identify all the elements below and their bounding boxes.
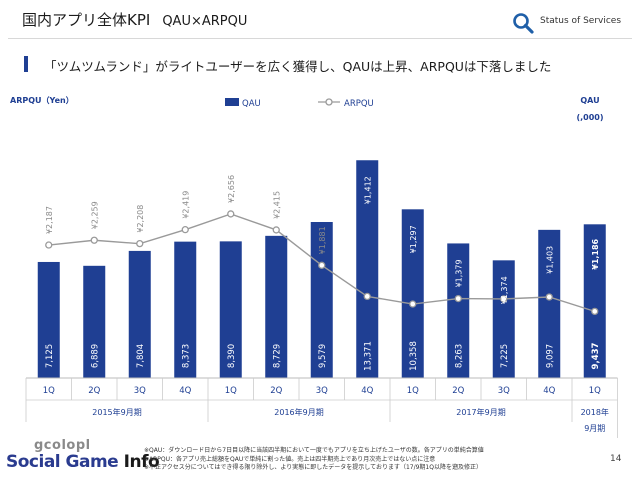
qau-value-label: 7,225 xyxy=(500,344,510,368)
legend-qau-swatch xyxy=(225,98,239,106)
category-label: 2Q xyxy=(452,386,464,396)
arpqu-point xyxy=(227,210,235,218)
category-label: 3Q xyxy=(134,386,146,396)
arpqu-value-label: ¥2,656 xyxy=(227,175,236,203)
right-axis-label-line2: (,000) xyxy=(576,113,603,122)
title-sub: QAU×ARPQU xyxy=(162,14,248,29)
qau-bar xyxy=(174,241,197,378)
category-label: 4Q xyxy=(543,386,555,396)
qau-value-label: 10,358 xyxy=(409,341,419,371)
group-label: 2016年9月期 xyxy=(274,407,323,417)
footnote: ※ARPQU：各アプリ売上総額をQAUで単純に割った値。売上は四半期売上であり月… xyxy=(144,455,436,463)
qau-value-label: 7,804 xyxy=(136,344,146,368)
arpqu-value-label: ¥2,187 xyxy=(45,206,54,234)
arpqu-value-label: ¥1,374 xyxy=(500,276,509,304)
footnote: ※QAU：ダウンロード日から7日目以降に当該四半期において一度でもアプリを立ち上… xyxy=(144,447,484,454)
arpqu-value-label: ¥1,297 xyxy=(409,225,418,253)
qau-bar xyxy=(83,265,106,378)
qau-bar xyxy=(37,261,60,378)
logo: gcolopl Social Game Info xyxy=(6,438,160,478)
category-label: 1Q xyxy=(407,386,419,396)
arpqu-value-label: ¥2,259 xyxy=(90,201,99,229)
qau-value-label: 13,371 xyxy=(363,341,373,371)
arpqu-point xyxy=(181,226,189,234)
title-main: 国内アプリ全体KPI xyxy=(22,11,151,29)
legend-qau-label: QAU xyxy=(242,99,261,109)
arpqu-point xyxy=(591,307,599,316)
qau-value-label: 9,097 xyxy=(545,344,555,368)
qau-value-label: 8,373 xyxy=(181,344,191,368)
qau-bar xyxy=(401,209,424,378)
headline: 「ツムツムランド」がライトユーザーを広く獲得し、QAUは上昇、ARPQUは下落し… xyxy=(44,59,552,74)
category-label: 3Q xyxy=(498,386,510,396)
footnotes: ※QAU：ダウンロード日から7日目以降に当該四半期において一度でもアプリを立ち上… xyxy=(144,447,484,473)
arpqu-point xyxy=(409,300,417,308)
qau-value-label: 8,729 xyxy=(272,344,282,368)
arpqu-point xyxy=(500,295,508,303)
arpqu-value-label: ¥2,208 xyxy=(136,205,145,233)
arpqu-value-label: ¥1,412 xyxy=(363,176,372,204)
status-of-services-label: Status of Services xyxy=(540,16,622,26)
arpqu-point xyxy=(45,241,53,249)
category-label: 4Q xyxy=(361,386,373,396)
logo-line2a: Social Game xyxy=(6,452,124,472)
group-label: 9月期 xyxy=(584,424,605,433)
category-label: 1Q xyxy=(225,386,237,396)
arpqu-value-label: ¥2,419 xyxy=(181,191,190,219)
arpqu-point xyxy=(136,239,144,248)
page-number: 14 xyxy=(610,454,622,464)
logo-line2: Social Game Info xyxy=(6,452,160,472)
arpqu-value-label: ¥1,403 xyxy=(545,246,554,274)
group-label: 2017年9月期 xyxy=(456,407,505,417)
qau-bar xyxy=(219,241,242,378)
qau-bar xyxy=(447,243,470,378)
arpqu-point xyxy=(545,293,553,301)
search-icon xyxy=(513,13,534,34)
arpqu-point xyxy=(90,236,98,244)
arpqu-point xyxy=(272,226,280,234)
category-label: 1Q xyxy=(589,386,601,396)
category-label: 2Q xyxy=(270,386,282,396)
category-label: 3Q xyxy=(316,386,328,396)
legend-arpqu-marker xyxy=(325,98,333,106)
headline-accent-bar xyxy=(24,56,28,72)
category-label: 2Q xyxy=(88,386,100,396)
qau-bar xyxy=(492,260,515,378)
left-axis-label: ARPQU（Yen） xyxy=(10,95,74,105)
qau-value-label: 8,390 xyxy=(227,344,237,368)
header-divider xyxy=(8,38,632,39)
arpqu-value-label: ¥1,881 xyxy=(318,226,327,254)
right-axis-label-line1: QAU xyxy=(580,96,599,105)
qau-value-label: 9,437 xyxy=(591,342,601,369)
arpqu-value-label: ¥2,415 xyxy=(272,191,281,219)
logo-line2b: Info xyxy=(123,452,160,472)
arpqu-point xyxy=(363,292,371,301)
arpqu-value-label: ¥1,379 xyxy=(454,259,463,287)
qau-value-label: 6,889 xyxy=(90,344,100,368)
arpqu-point xyxy=(454,294,462,303)
group-label: 2015年9月期 xyxy=(92,407,141,417)
kpi-chart: ARPQU（Yen） QAU (,000) QAU ARPQU 7,125 6,889 7,8… xyxy=(10,95,618,438)
category-label: 1Q xyxy=(43,386,55,396)
qau-bar xyxy=(356,160,379,378)
qau-bar xyxy=(538,229,561,378)
qau-value-label: 9,579 xyxy=(318,344,328,368)
page-title: 国内アプリ全体KPI QAU×ARPQU xyxy=(22,9,247,30)
category-label: 4Q xyxy=(179,386,191,396)
qau-bar xyxy=(583,224,606,378)
footnote: ※不正アクセス分についてはでき得る限り除外し、より実態に即したデータを提示してお… xyxy=(144,464,482,471)
arpqu-point xyxy=(318,261,326,269)
qau-value-label: 7,125 xyxy=(45,344,55,368)
logo-line1: gcolopl xyxy=(34,438,91,453)
qau-bar xyxy=(265,235,288,378)
arpqu-value-label: ¥1,186 xyxy=(591,238,600,269)
legend-arpqu-label: ARPQU xyxy=(344,99,374,109)
qau-bar xyxy=(128,250,151,378)
group-label: 2018年 xyxy=(581,407,609,417)
qau-value-label: 8,263 xyxy=(454,344,464,368)
